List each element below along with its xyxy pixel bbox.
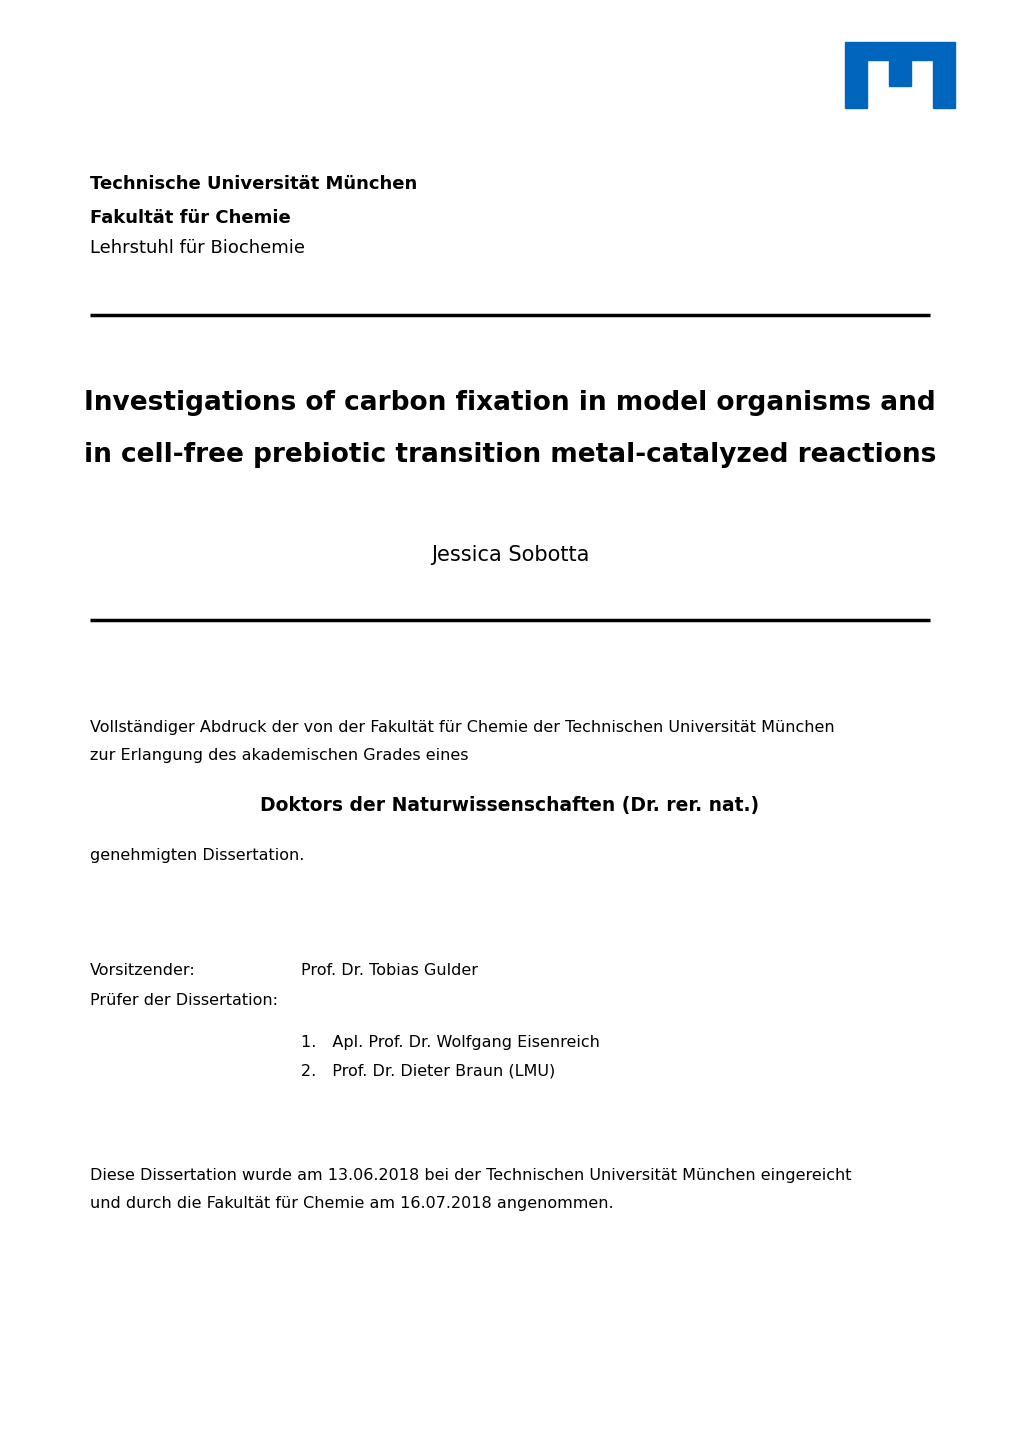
Text: Diese Dissertation wurde am 13.06.2018 bei der Technischen Universität München e: Diese Dissertation wurde am 13.06.2018 b… bbox=[90, 1168, 851, 1182]
Bar bbox=[932, 61, 954, 108]
Text: Vorsitzender:: Vorsitzender: bbox=[90, 963, 196, 978]
Text: Fakultät für Chemie: Fakultät für Chemie bbox=[90, 209, 290, 226]
Bar bbox=[889, 61, 910, 87]
Text: zur Erlangung des akademischen Grades eines: zur Erlangung des akademischen Grades ei… bbox=[90, 748, 468, 763]
Text: in cell-free prebiotic transition metal-catalyzed reactions: in cell-free prebiotic transition metal-… bbox=[84, 443, 935, 469]
Text: Technische Universität München: Technische Universität München bbox=[90, 174, 417, 193]
Text: 1. Apl. Prof. Dr. Wolfgang Eisenreich: 1. Apl. Prof. Dr. Wolfgang Eisenreich bbox=[301, 1035, 599, 1050]
Text: Prüfer der Dissertation:: Prüfer der Dissertation: bbox=[90, 994, 277, 1008]
Text: 2. Prof. Dr. Dieter Braun (LMU): 2. Prof. Dr. Dieter Braun (LMU) bbox=[301, 1063, 554, 1079]
Text: Vollständiger Abdruck der von der Fakultät für Chemie der Technischen Universitä: Vollständiger Abdruck der von der Fakult… bbox=[90, 720, 834, 735]
Bar bbox=[844, 61, 866, 108]
Text: und durch die Fakultät für Chemie am 16.07.2018 angenommen.: und durch die Fakultät für Chemie am 16.… bbox=[90, 1195, 612, 1211]
Text: Prof. Dr. Tobias Gulder: Prof. Dr. Tobias Gulder bbox=[301, 963, 478, 978]
Text: Lehrstuhl für Biochemie: Lehrstuhl für Biochemie bbox=[90, 239, 305, 257]
Text: Jessica Sobotta: Jessica Sobotta bbox=[430, 545, 589, 565]
Bar bbox=[844, 42, 954, 61]
Text: Investigations of carbon fixation in model organisms and: Investigations of carbon fixation in mod… bbox=[84, 389, 935, 415]
Text: genehmigten Dissertation.: genehmigten Dissertation. bbox=[90, 848, 304, 862]
Text: Doktors der Naturwissenschaften (Dr. rer. nat.): Doktors der Naturwissenschaften (Dr. rer… bbox=[260, 796, 759, 815]
